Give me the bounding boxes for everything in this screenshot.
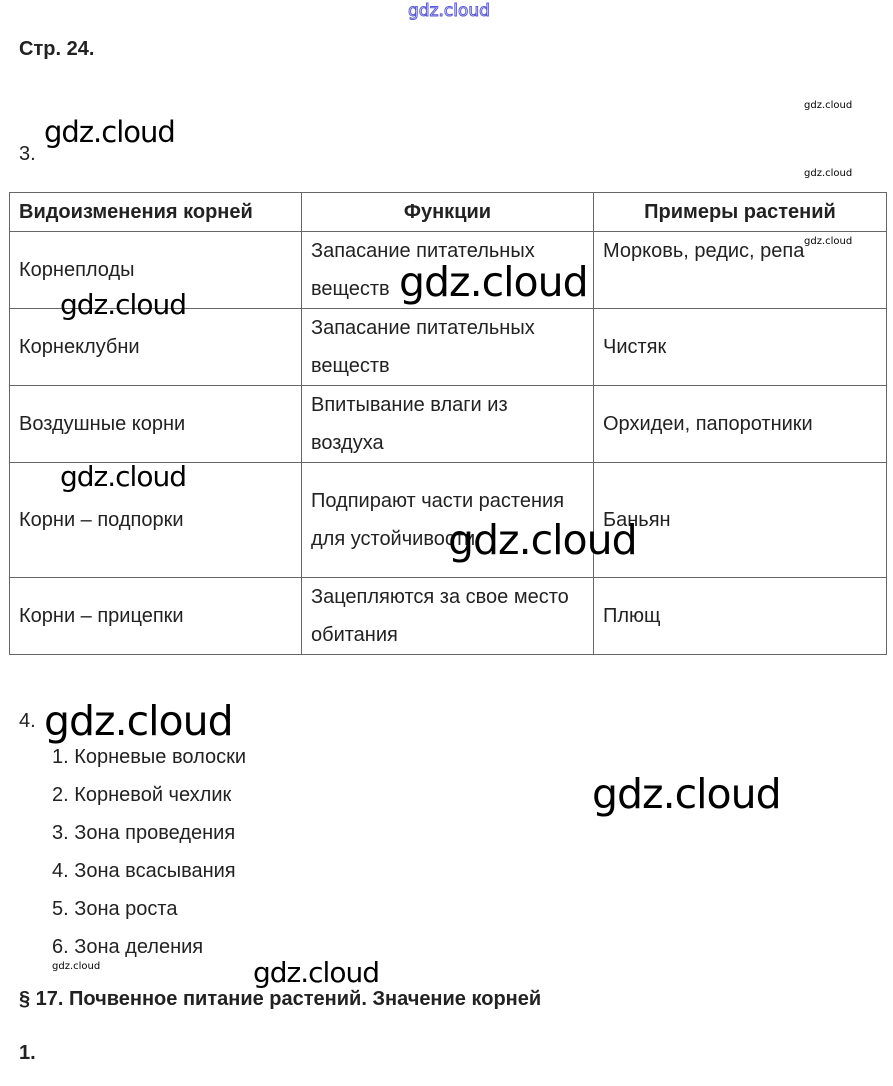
watermark: gdz.cloud — [804, 168, 853, 179]
watermark: gdz.cloud — [253, 956, 380, 989]
watermark: gdz.cloud — [44, 697, 234, 745]
page-label: Стр. 24. — [19, 38, 95, 60]
root-zones-list: 1. Корневые волоски 2. Корневой чехлик 3… — [52, 738, 246, 966]
column-header: Функции — [301, 192, 594, 232]
table-row: Воздушные корни Впитывание влаги из возд… — [9, 385, 887, 463]
watermark: gdz.cloud — [804, 236, 853, 247]
watermark: gdz.cloud — [448, 516, 638, 564]
list-item: 5. Зона роста — [52, 898, 178, 920]
list-item: 3. Зона проведения — [52, 822, 236, 844]
section-task-1-number: 1. — [19, 1042, 36, 1064]
table-cell: Воздушные корни — [9, 385, 302, 463]
watermark: gdz.cloud — [60, 288, 187, 321]
table-row: Корнеклубни Запасание питательных вещест… — [9, 308, 887, 386]
watermark-top: gdz.cloud — [408, 1, 491, 22]
list-item: 2. Корневой чехлик — [52, 784, 232, 806]
table-cell: Зацепляются за свое место обитания — [301, 577, 594, 655]
table-header-row: Видоизменения корней Функции Примеры рас… — [9, 192, 887, 232]
watermark: gdz.cloud — [44, 115, 176, 149]
table-cell: Баньян — [593, 462, 887, 578]
task-3-number: 3. — [19, 143, 36, 165]
table-cell: Морковь, редис, репа — [593, 231, 887, 309]
task-4-number: 4. — [19, 710, 36, 732]
watermark: gdz.cloud — [592, 770, 782, 818]
watermark: gdz.cloud — [52, 961, 101, 972]
table-cell: Впитывание влаги из воздуха — [301, 385, 594, 463]
table-cell: Плющ — [593, 577, 887, 655]
table-row: Корни – прицепки Зацепляются за свое мес… — [9, 577, 887, 655]
table-cell: Корнеплоды — [9, 231, 302, 309]
table-row: Корнеплоды Запасание питательных веществ… — [9, 231, 887, 309]
root-modifications-table: Видоизменения корней Функции Примеры рас… — [9, 192, 887, 655]
column-header: Видоизменения корней — [9, 192, 302, 232]
table-row: Корни – подпорки Подпирают части растени… — [9, 462, 887, 578]
table-cell: Корнеклубни — [9, 308, 302, 386]
list-item: 6. Зона деления — [52, 936, 204, 958]
watermark: gdz.cloud — [804, 100, 853, 111]
column-header: Примеры растений — [593, 192, 887, 232]
list-item: 1. Корневые волоски — [52, 746, 247, 768]
list-item: 4. Зона всасывания — [52, 860, 236, 882]
table-cell: Запасание питательных веществ — [301, 231, 594, 309]
table-cell: Корни – прицепки — [9, 577, 302, 655]
table-cell: Орхидеи, папоротники — [593, 385, 887, 463]
table-cell: Запасание питательных веществ — [301, 308, 594, 386]
section-title: § 17. Почвенное питание растений. Значен… — [19, 988, 542, 1010]
table-cell: Корни – подпорки — [9, 462, 302, 578]
watermark: gdz.cloud — [399, 258, 589, 306]
table-cell: Чистяк — [593, 308, 887, 386]
watermark: gdz.cloud — [60, 460, 187, 493]
